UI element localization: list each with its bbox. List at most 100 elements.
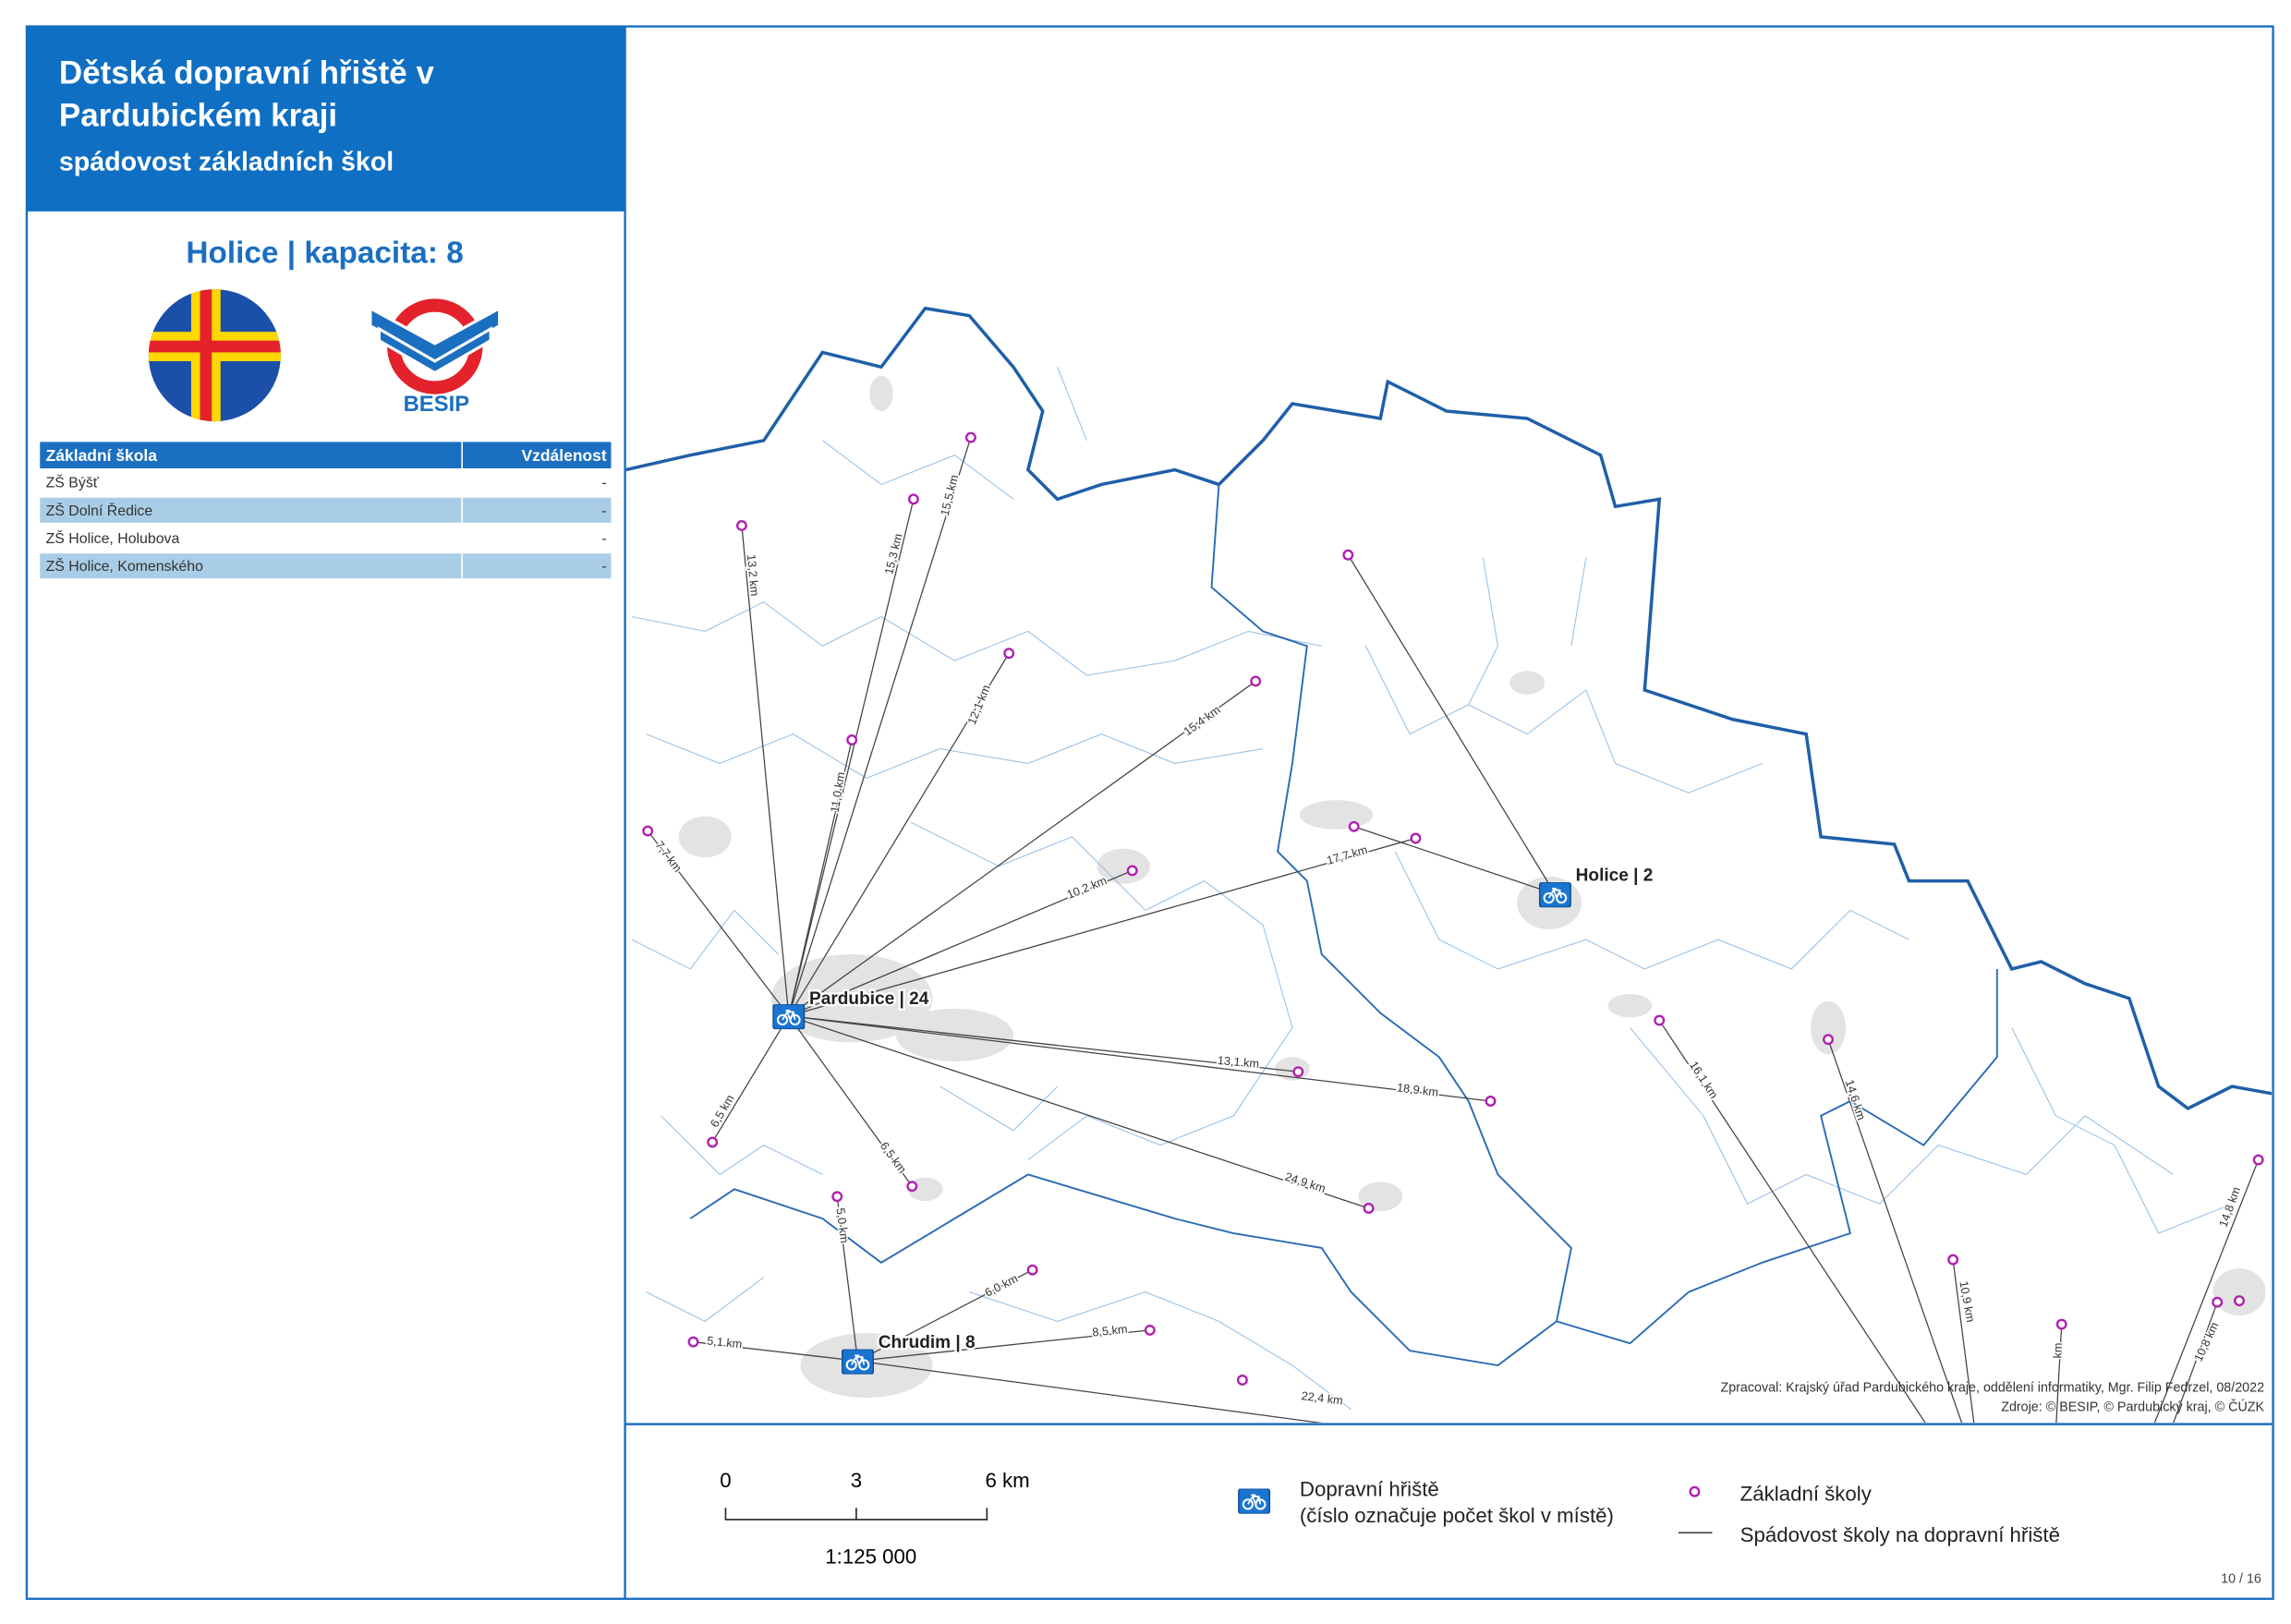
table-cell: - — [601, 531, 606, 547]
table-cell: - — [601, 559, 606, 575]
school — [906, 1181, 918, 1193]
catchment-line — [857, 1360, 1324, 1424]
legend-label: Základní školy — [1740, 1482, 1873, 1505]
table-cell: ZŠ Dolní Ředice — [46, 502, 153, 519]
catchment-line — [693, 1340, 858, 1362]
table-cell: ZŠ Býšť — [46, 474, 100, 491]
table-header: Vzdálenost — [522, 446, 607, 465]
title: Dětská dopravní hřiště v — [59, 55, 435, 91]
catchment-line — [788, 1015, 1491, 1102]
playground-label: Chrudim | 8 — [879, 1333, 976, 1352]
distance-label: 13,2 km — [745, 553, 762, 596]
catchment-line — [788, 1015, 913, 1187]
header-band — [26, 26, 624, 212]
playground — [772, 1004, 806, 1030]
school — [1236, 1374, 1248, 1386]
catchment-line — [2055, 1324, 2063, 1424]
catchment-line — [711, 1015, 790, 1143]
school — [2234, 1295, 2245, 1307]
legend-label: (číslo označuje počet škol v místě) — [1300, 1504, 1614, 1527]
catchment-line — [647, 830, 790, 1017]
catchment-line — [857, 1269, 1033, 1362]
legend-school-icon — [1689, 1485, 1701, 1497]
school — [1654, 1014, 1666, 1026]
sheet-frame — [25, 25, 2274, 1600]
table-row-bg — [40, 553, 462, 579]
table-cell: - — [601, 476, 606, 491]
district-border — [689, 484, 1998, 1367]
school-table: Základní škola Vzdálenost ZŠ Býšť - ZŠ Dolní… — [40, 442, 612, 579]
logo-text: BESIP — [404, 392, 470, 417]
school — [846, 734, 858, 745]
region-logo — [148, 289, 281, 422]
catchment-line — [788, 837, 1416, 1017]
school — [2055, 1318, 2067, 1330]
school — [1348, 820, 1360, 832]
scale-label: 0 — [720, 1469, 731, 1492]
school — [1026, 1264, 1038, 1276]
school — [1363, 1203, 1375, 1214]
school — [735, 520, 747, 531]
table-header: Základní škola — [46, 446, 158, 465]
catchment-line — [857, 1329, 1150, 1362]
school — [1144, 1324, 1156, 1336]
distance-label: 18,9 km — [1396, 1080, 1439, 1098]
legend-label: Dopravní hřiště — [1300, 1477, 1439, 1500]
playground-label: Pardubice | 24 — [809, 989, 929, 1009]
distance-label: 22,4 km — [1301, 1388, 1344, 1407]
table-row-bg — [462, 497, 612, 523]
catchment-line — [788, 499, 915, 1016]
scale-label: 3 — [851, 1469, 862, 1492]
school — [1342, 549, 1354, 561]
school — [1410, 832, 1422, 844]
catchment-line — [741, 525, 790, 1016]
catchment-line — [2153, 1159, 2260, 1424]
school — [1292, 1066, 1304, 1078]
table-header-bg — [40, 442, 462, 468]
table-cell: - — [601, 503, 606, 519]
catchment-line — [788, 739, 853, 1016]
playground — [1538, 882, 1571, 908]
legend-playground-icon — [1238, 1488, 1271, 1514]
credit: Zdroje: © BESIP, © Pardubický kraj, © ČÚ… — [2001, 1399, 2264, 1414]
school — [907, 493, 919, 505]
school — [964, 431, 976, 443]
catchment-line — [788, 1015, 1369, 1209]
catchment-line — [1347, 554, 1556, 895]
catchment-line — [1952, 1259, 1975, 1424]
distance-label: 5,1 km — [707, 1333, 743, 1351]
distance-label: km — [2050, 1342, 2065, 1358]
catchment-line — [788, 680, 1256, 1017]
catchment-line — [2173, 1302, 2218, 1424]
legend-label: Spádovost školy na dopravní hřiště — [1740, 1523, 2060, 1546]
table-cell: ZŠ Holice, Komenského — [46, 557, 203, 575]
school — [1485, 1096, 1497, 1107]
school — [2212, 1296, 2224, 1308]
municipal-boundaries — [631, 367, 2233, 1411]
school — [1947, 1254, 1959, 1266]
catchment-line — [1827, 1039, 1963, 1424]
distance-label: 13,1 km — [1217, 1053, 1259, 1071]
school — [707, 1136, 719, 1148]
scale-ratio: 1:125 000 — [825, 1545, 916, 1569]
distance-label: 5,0 km — [834, 1207, 853, 1244]
school — [642, 825, 654, 837]
catchment-line — [788, 652, 1010, 1017]
table-header-bg — [462, 442, 612, 468]
table-row-bg — [40, 497, 462, 523]
region-border — [625, 306, 2272, 1110]
besip-logo: BESIP — [369, 298, 502, 417]
distance-label: 8,5 km — [1092, 1322, 1128, 1339]
catchment-line — [1353, 826, 1556, 895]
catchment-line — [836, 1196, 859, 1362]
school — [1250, 675, 1262, 687]
page-number: 10 / 16 — [2221, 1571, 2261, 1586]
scale-label: 6 km — [985, 1469, 1029, 1492]
school — [687, 1336, 699, 1348]
school — [1823, 1034, 1834, 1046]
playground-label: Holice | 2 — [1576, 867, 1654, 886]
school — [1126, 865, 1138, 877]
subtitle: spádovost základních škol — [59, 147, 394, 176]
